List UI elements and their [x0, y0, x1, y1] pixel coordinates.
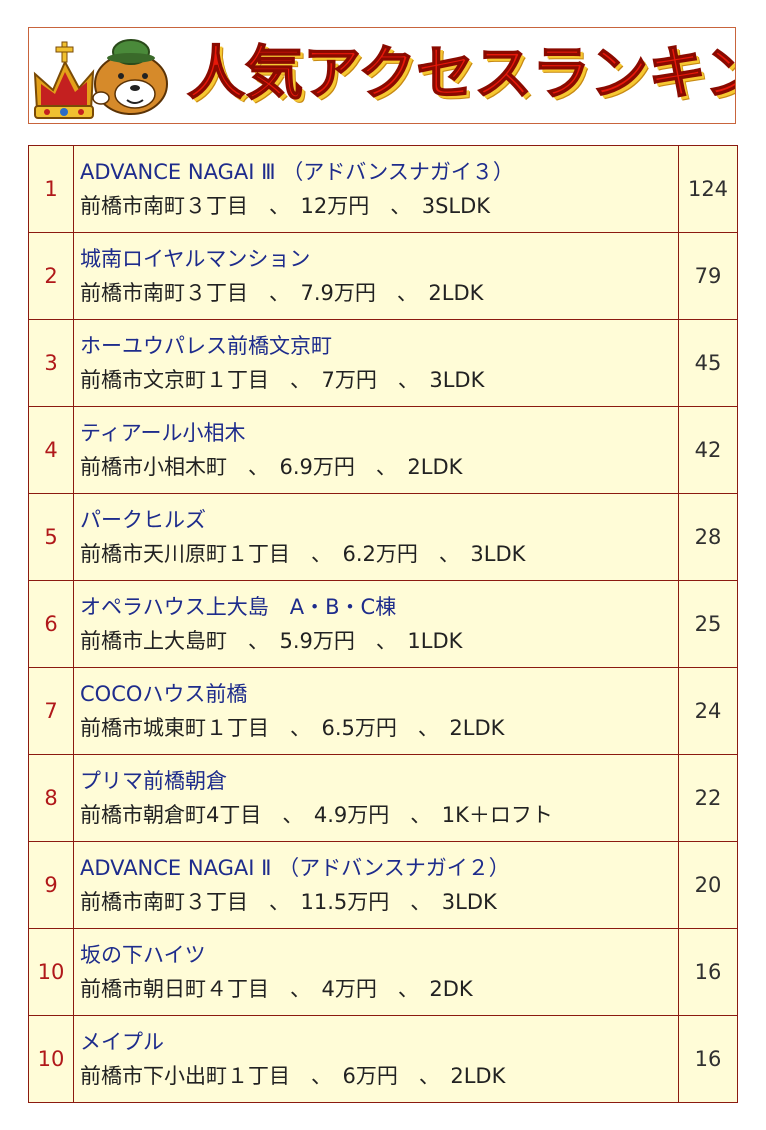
property-name-link[interactable]: 城南ロイヤルマンション	[80, 247, 311, 271]
ranking-row: 4 ティアール小相木 前橋市小相木町 、 6.9万円 、 2LDK 42	[28, 406, 738, 494]
property-detail: 前橋市文京町１丁目 、 7万円 、 3LDK	[80, 368, 485, 392]
access-count: 79	[678, 232, 738, 320]
rank-number: 5	[28, 493, 74, 581]
property-info: パークヒルズ前橋市天川原町１丁目 、 6.2万円 、 3LDK	[73, 493, 679, 581]
ranking-row: 6 オペラハウス上大島 A・B・C棟 前橋市上大島町 、 5.9万円 、 1LDK 2…	[28, 580, 738, 668]
ranking-row: 10 坂の下ハイツ 前橋市朝日町４丁目 、 4万円 、 2DK 16	[28, 928, 738, 1016]
property-detail: 前橋市城東町１丁目 、 6.5万円 、 2LDK	[80, 716, 505, 740]
ranking-row: 5 パークヒルズ 前橋市天川原町１丁目 、 6.2万円 、 3LDK 28	[28, 493, 738, 581]
property-info: 坂の下ハイツ前橋市朝日町４丁目 、 4万円 、 2DK	[73, 928, 679, 1016]
access-count: 124	[678, 145, 738, 233]
rank-number: 9	[28, 841, 74, 929]
rank-number: 8	[28, 754, 74, 842]
property-info: ADVANCE NAGAI Ⅲ （アドバンスナガイ３） 前橋市南町３丁目 、 12…	[73, 145, 679, 233]
access-count: 22	[678, 754, 738, 842]
property-detail: 前橋市南町３丁目 、 11.5万円 、 3LDK	[80, 890, 497, 914]
property-name-link[interactable]: COCOハウス前橋	[80, 682, 248, 706]
property-name-link[interactable]: ADVANCE NAGAI Ⅱ （アドバンスナガイ２）	[80, 856, 510, 880]
rank-number: 7	[28, 667, 74, 755]
property-name-link[interactable]: ADVANCE NAGAI Ⅲ （アドバンスナガイ３）	[80, 160, 514, 184]
property-info: メイプル前橋市下小出町１丁目 、 6万円 、 2LDK	[73, 1015, 679, 1103]
ranking-row: 1 ADVANCE NAGAI Ⅲ （アドバンスナガイ３） 前橋市南町３丁目 、 1…	[28, 145, 738, 233]
ranking-row: 10 メイプル 前橋市下小出町１丁目 、 6万円 、 2LDK 16	[28, 1015, 738, 1103]
ranking-row: 7 COCOハウス前橋 前橋市城東町１丁目 、 6.5万円 、 2LDK 24	[28, 667, 738, 755]
rank-number: 4	[28, 406, 74, 494]
access-count: 24	[678, 667, 738, 755]
ranking-table: 1 ADVANCE NAGAI Ⅲ （アドバンスナガイ３） 前橋市南町３丁目 、 1…	[28, 145, 738, 1103]
access-count: 28	[678, 493, 738, 581]
access-count: 20	[678, 841, 738, 929]
property-detail: 前橋市南町３丁目 、 12万円 、 3SLDK	[80, 194, 491, 218]
property-info: ホーユウパレス前橋文京町前橋市文京町１丁目 、 7万円 、 3LDK	[73, 319, 679, 407]
property-detail: 前橋市朝倉町4丁目 、 4.9万円 、 1K＋ロフト	[80, 803, 553, 827]
property-name-link[interactable]: 坂の下ハイツ	[80, 943, 206, 967]
access-count: 42	[678, 406, 738, 494]
property-detail: 前橋市上大島町 、 5.9万円 、 1LDK	[80, 629, 463, 653]
rank-number: 3	[28, 319, 74, 407]
property-info: COCOハウス前橋前橋市城東町１丁目 、 6.5万円 、 2LDK	[73, 667, 679, 755]
rank-number: 1	[28, 145, 74, 233]
ranking-row: 8 プリマ前橋朝倉 前橋市朝倉町4丁目 、 4.9万円 、 1K＋ロフト 22	[28, 754, 738, 842]
property-name-link[interactable]: ティアール小相木	[80, 421, 246, 445]
property-info: 城南ロイヤルマンション前橋市南町３丁目 、 7.9万円 、 2LDK	[73, 232, 679, 320]
property-name-link[interactable]: ホーユウパレス前橋文京町	[80, 334, 332, 358]
ranking-row: 9 ADVANCE NAGAI Ⅱ （アドバンスナガイ２） 前橋市南町３丁目 、 1…	[28, 841, 738, 929]
ranking-banner: 人気アクセスランキング	[28, 27, 736, 124]
mascot-crown-icon	[33, 39, 168, 119]
access-count: 16	[678, 928, 738, 1016]
property-info: ADVANCE NAGAI Ⅱ （アドバンスナガイ２） 前橋市南町３丁目 、 11…	[73, 841, 679, 929]
property-detail: 前橋市朝日町４丁目 、 4万円 、 2DK	[80, 977, 473, 1001]
property-detail: 前橋市小相木町 、 6.9万円 、 2LDK	[80, 455, 463, 479]
rank-number: 10	[28, 1015, 74, 1103]
property-detail: 前橋市下小出町１丁目 、 6万円 、 2LDK	[80, 1064, 506, 1088]
rank-number: 6	[28, 580, 74, 668]
access-count: 16	[678, 1015, 738, 1103]
property-name-link[interactable]: プリマ前橋朝倉	[80, 769, 227, 793]
property-detail: 前橋市南町３丁目 、 7.9万円 、 2LDK	[80, 281, 484, 305]
property-name-link[interactable]: メイプル	[80, 1030, 164, 1054]
property-name-link[interactable]: オペラハウス上大島 A・B・C棟	[80, 595, 397, 619]
property-detail: 前橋市天川原町１丁目 、 6.2万円 、 3LDK	[80, 542, 526, 566]
ranking-row: 2 城南ロイヤルマンション 前橋市南町３丁目 、 7.9万円 、 2LDK 79	[28, 232, 738, 320]
access-count: 25	[678, 580, 738, 668]
property-info: プリマ前橋朝倉前橋市朝倉町4丁目 、 4.9万円 、 1K＋ロフト	[73, 754, 679, 842]
property-name-link[interactable]: パークヒルズ	[80, 508, 206, 532]
property-info: オペラハウス上大島 A・B・C棟前橋市上大島町 、 5.9万円 、 1LDK	[73, 580, 679, 668]
banner-title: 人気アクセスランキング	[186, 38, 735, 108]
rank-number: 2	[28, 232, 74, 320]
access-count: 45	[678, 319, 738, 407]
rank-number: 10	[28, 928, 74, 1016]
ranking-table-body: 1 ADVANCE NAGAI Ⅲ （アドバンスナガイ３） 前橋市南町３丁目 、 1…	[28, 145, 738, 1103]
ranking-row: 3 ホーユウパレス前橋文京町 前橋市文京町１丁目 、 7万円 、 3LDK 45	[28, 319, 738, 407]
property-info: ティアール小相木前橋市小相木町 、 6.9万円 、 2LDK	[73, 406, 679, 494]
